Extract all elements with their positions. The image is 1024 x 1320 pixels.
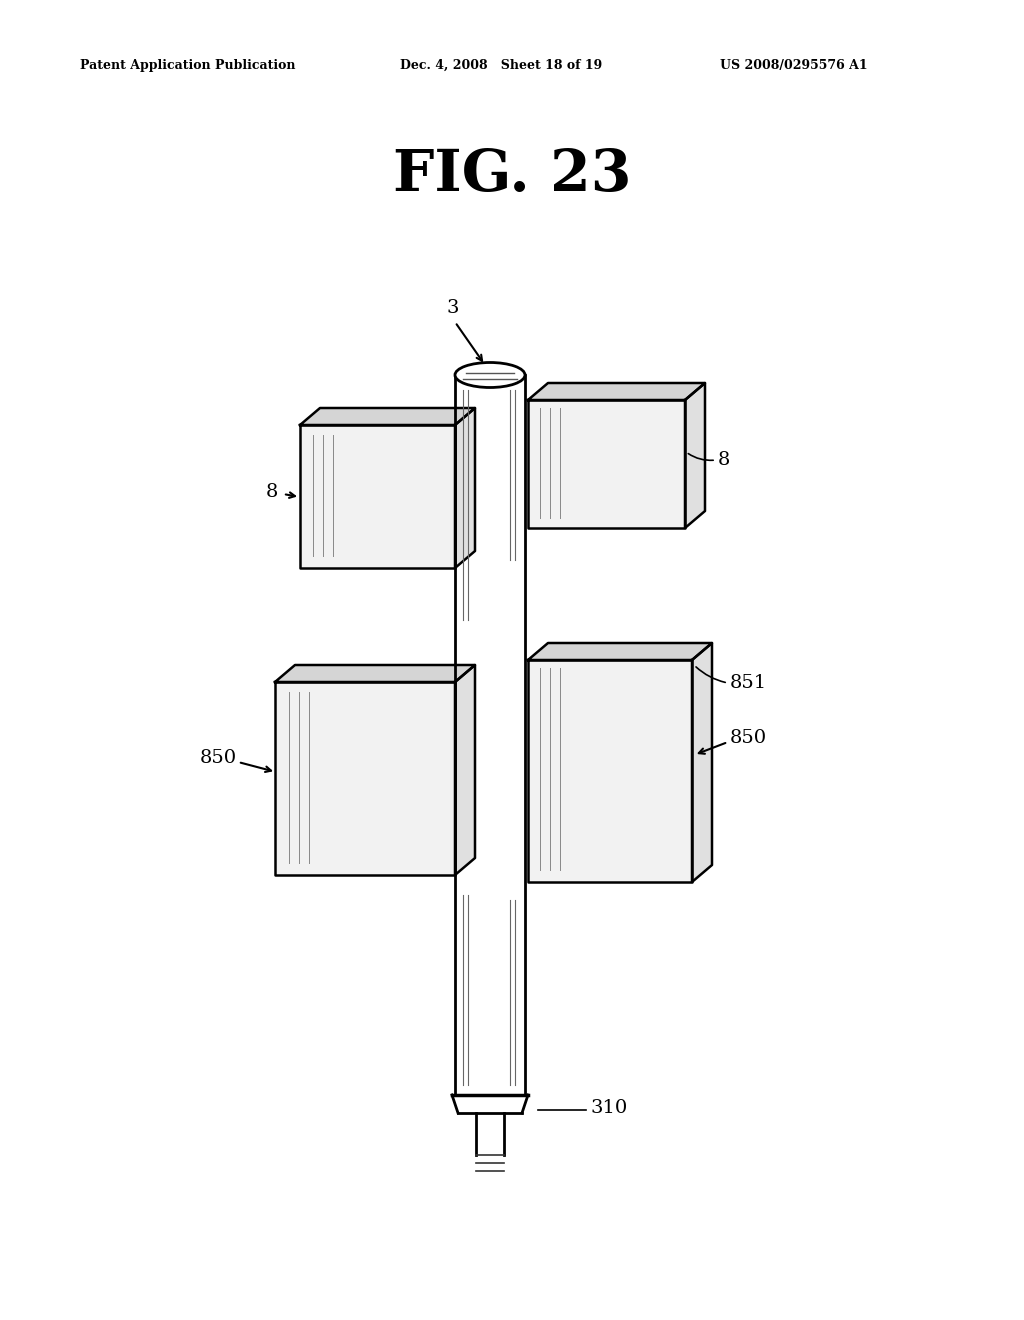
Text: 3: 3 bbox=[446, 300, 459, 317]
Text: 850: 850 bbox=[730, 729, 767, 747]
Polygon shape bbox=[455, 408, 475, 568]
Text: 8: 8 bbox=[718, 451, 730, 469]
Polygon shape bbox=[300, 425, 455, 568]
Polygon shape bbox=[528, 383, 705, 400]
Polygon shape bbox=[692, 643, 712, 882]
Text: US 2008/0295576 A1: US 2008/0295576 A1 bbox=[720, 58, 867, 71]
Text: Dec. 4, 2008   Sheet 18 of 19: Dec. 4, 2008 Sheet 18 of 19 bbox=[400, 58, 602, 71]
Polygon shape bbox=[455, 665, 475, 875]
Polygon shape bbox=[528, 660, 692, 882]
Polygon shape bbox=[275, 665, 475, 682]
Ellipse shape bbox=[455, 363, 525, 388]
Text: Patent Application Publication: Patent Application Publication bbox=[80, 58, 296, 71]
Polygon shape bbox=[528, 400, 685, 528]
Polygon shape bbox=[685, 383, 705, 528]
Polygon shape bbox=[528, 643, 712, 660]
Text: 310: 310 bbox=[590, 1100, 628, 1117]
Text: 851: 851 bbox=[730, 675, 767, 692]
Text: FIG. 23: FIG. 23 bbox=[393, 147, 631, 203]
Polygon shape bbox=[300, 408, 475, 425]
Text: 8: 8 bbox=[266, 483, 279, 502]
Polygon shape bbox=[275, 682, 455, 875]
Text: 850: 850 bbox=[200, 748, 237, 767]
